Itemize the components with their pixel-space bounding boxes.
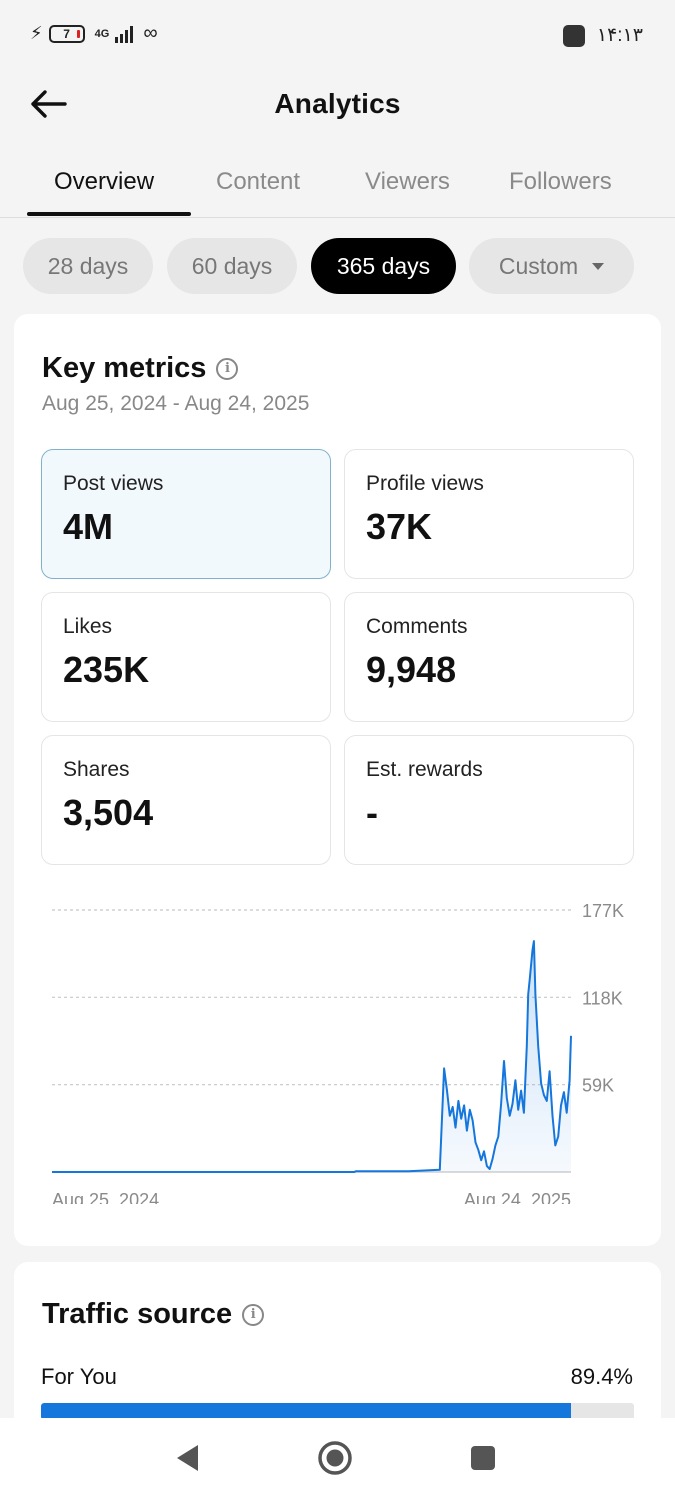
- traffic-source-title: Traffic source i: [42, 1298, 265, 1331]
- range-60-days-button[interactable]: 60 days: [167, 238, 297, 294]
- status-icons: ⚡ 7 4G ∞: [30, 22, 158, 45]
- metric-comments[interactable]: Comments 9,948: [344, 592, 634, 722]
- card-title-text: Traffic source: [42, 1298, 233, 1330]
- metric-label: Comments: [366, 615, 468, 638]
- system-nav-bar: [0, 1418, 675, 1500]
- date-range-text: Aug 25, 2024 - Aug 24, 2025: [42, 392, 310, 415]
- date-range-selector: 28 days 60 days 365 days Custom: [0, 238, 675, 296]
- triangle-back-icon: [177, 1445, 198, 1471]
- key-metrics-title: Key metrics i: [42, 352, 239, 385]
- nav-recents-button[interactable]: [461, 1438, 505, 1478]
- hotspot-icon: ∞: [143, 22, 158, 44]
- metric-likes[interactable]: Likes 235K: [41, 592, 331, 722]
- back-button[interactable]: [26, 84, 70, 124]
- series-line: [52, 940, 572, 1173]
- app-notification-icon: [562, 24, 585, 47]
- info-icon[interactable]: i: [216, 357, 239, 380]
- nav-home-button[interactable]: [313, 1438, 357, 1478]
- metric-value: 3,504: [63, 792, 154, 833]
- arrow-left-icon: [31, 90, 67, 118]
- traffic-source-card: Traffic source i For You 89.4%: [14, 1262, 661, 1432]
- metric-value: 37K: [366, 506, 433, 547]
- y-tick-label: 59K: [582, 1076, 614, 1096]
- circle-home-icon: [318, 1441, 352, 1475]
- metric-label: Post views: [63, 472, 164, 495]
- metric-label: Profile views: [366, 472, 484, 495]
- metric-label: Shares: [63, 758, 130, 781]
- range-label: 365 days: [336, 252, 431, 279]
- signal-icon: [115, 25, 134, 43]
- traffic-source-label: For You: [41, 1364, 117, 1389]
- metric-value: -: [366, 792, 378, 833]
- x-tick-label-end: Aug 24, 2025: [464, 1190, 571, 1204]
- square-recents-icon: [471, 1446, 495, 1470]
- active-tab-indicator: [27, 212, 191, 216]
- tab-overview[interactable]: Overview: [54, 168, 155, 195]
- metric-value: 235K: [63, 649, 150, 690]
- tab-followers[interactable]: Followers: [509, 168, 612, 195]
- key-metrics-card: Key metrics i Aug 25, 2024 - Aug 24, 202…: [14, 314, 661, 1246]
- traffic-source-bar-fill: [41, 1403, 572, 1420]
- series-area: [52, 941, 571, 1172]
- clock: ۱۴:۱۳: [596, 25, 643, 46]
- network-type: 4G: [94, 27, 110, 40]
- metric-label: Likes: [63, 615, 113, 638]
- post-views-chart[interactable]: 177K 118K 59K Aug 25, 2024 Aug 24, 2025: [14, 884, 661, 1204]
- range-label: 60 days: [191, 252, 273, 279]
- battery-icon: 7: [48, 24, 85, 43]
- traffic-source-bar: [41, 1403, 634, 1420]
- tab-viewers[interactable]: Viewers: [365, 168, 450, 195]
- tab-bar: Overview Content Viewers Followers: [0, 150, 675, 218]
- range-28-days-button[interactable]: 28 days: [23, 238, 153, 294]
- metric-value: 9,948: [366, 649, 457, 690]
- metric-label: Est. rewards: [366, 758, 483, 781]
- battery-level: 7: [63, 26, 70, 41]
- status-bar: ⚡ 7 4G ∞ ۱۴:۱۳: [0, 0, 675, 72]
- traffic-source-percent: 89.4%: [570, 1364, 633, 1389]
- metric-post-views[interactable]: Post views 4M: [41, 449, 331, 579]
- range-custom-dropdown[interactable]: Custom: [469, 238, 634, 294]
- metric-profile-views[interactable]: Profile views 37K: [344, 449, 634, 579]
- info-icon[interactable]: i: [242, 1303, 265, 1326]
- metric-value: 4M: [63, 506, 114, 547]
- tab-content[interactable]: Content: [216, 168, 301, 195]
- status-right: ۱۴:۱۳: [562, 24, 643, 47]
- y-tick-label: 177K: [582, 901, 624, 921]
- charging-icon: ⚡: [30, 23, 43, 43]
- header: Analytics: [0, 72, 675, 138]
- range-label: Custom: [498, 252, 579, 279]
- metric-shares[interactable]: Shares 3,504: [41, 735, 331, 865]
- card-title-text: Key metrics: [42, 352, 207, 384]
- page-title: Analytics: [274, 88, 401, 119]
- nav-back-button[interactable]: [166, 1438, 210, 1478]
- post-views-chart-svg: 177K 118K 59K Aug 25, 2024 Aug 24, 2025: [52, 901, 624, 1204]
- range-label: 28 days: [47, 252, 129, 279]
- caret-down-icon: [592, 262, 605, 270]
- y-tick-label: 118K: [582, 988, 623, 1008]
- x-tick-label-start: Aug 25, 2024: [52, 1190, 159, 1204]
- range-365-days-button[interactable]: 365 days: [311, 238, 456, 294]
- metric-est-rewards[interactable]: Est. rewards -: [344, 735, 634, 865]
